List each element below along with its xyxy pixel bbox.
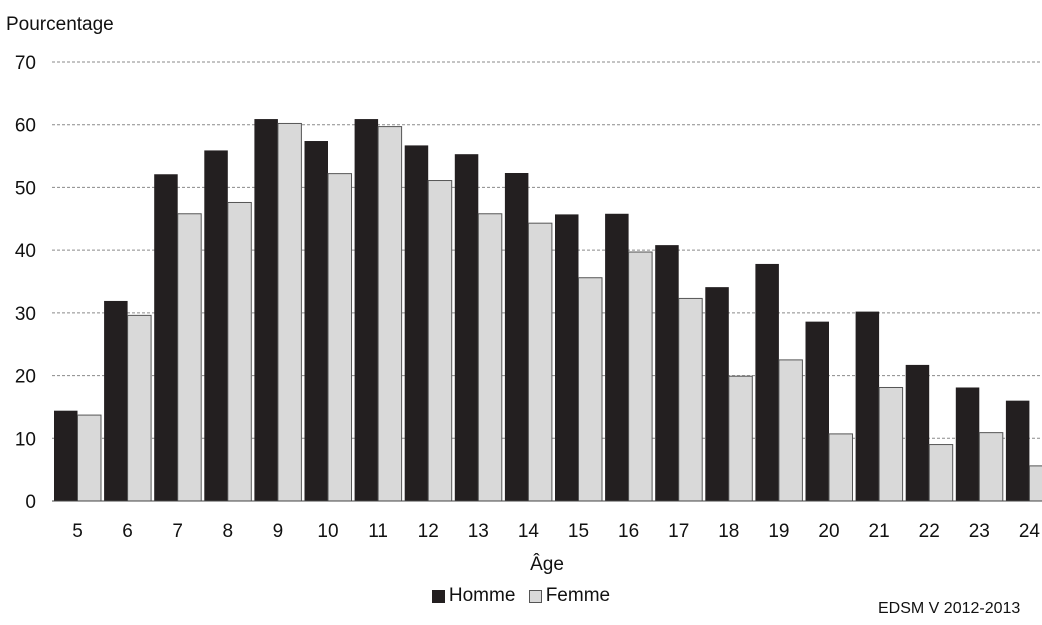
x-tick-label: 11 xyxy=(368,521,388,542)
bar-femme xyxy=(1028,465,1042,502)
bar-homme xyxy=(805,321,829,501)
y-tick-label: 30 xyxy=(15,304,36,325)
x-tick-label: 20 xyxy=(818,521,839,542)
bar-homme xyxy=(204,150,228,502)
bar-homme xyxy=(54,410,78,501)
y-tick-label: 50 xyxy=(15,178,36,199)
bar-femme xyxy=(578,277,603,502)
bar-homme xyxy=(454,154,479,501)
legend-item-homme: Homme xyxy=(431,585,516,607)
x-tick-label: 6 xyxy=(122,521,133,542)
bar-homme xyxy=(404,145,429,501)
y-tick-label: 40 xyxy=(15,241,36,262)
bar-femme xyxy=(778,359,803,502)
x-tick-label: 13 xyxy=(468,521,489,542)
bar-homme xyxy=(354,119,379,501)
x-tick-label: 24 xyxy=(1019,521,1041,542)
bar-femme xyxy=(928,444,954,502)
source-note: EDSM V 2012-2013 xyxy=(878,600,1021,617)
y-tick-label: 20 xyxy=(15,367,36,388)
x-tick-label: 17 xyxy=(668,521,689,542)
bar-homme xyxy=(154,174,178,501)
x-tick-label: 10 xyxy=(317,521,338,542)
bar-femme xyxy=(327,173,352,502)
x-tick-label: 22 xyxy=(919,521,940,542)
x-tick-label: 23 xyxy=(969,521,990,542)
x-tick-label: 14 xyxy=(518,521,540,542)
legend: Homme Femme xyxy=(0,585,1042,609)
x-axis-label: Âge xyxy=(530,553,564,575)
bars xyxy=(54,119,1042,502)
bar-homme xyxy=(605,213,629,502)
bar-homme xyxy=(254,119,278,501)
bar-femme xyxy=(978,432,1004,502)
x-tick-label: 19 xyxy=(768,521,789,542)
bar-homme xyxy=(1005,400,1030,501)
y-tick-label: 60 xyxy=(15,116,36,137)
y-tick-label: 70 xyxy=(15,53,36,74)
bar-homme xyxy=(555,214,579,501)
bar-homme xyxy=(705,287,729,501)
y-tick-label: 0 xyxy=(25,492,36,513)
bar-femme xyxy=(728,375,753,502)
bar-femme xyxy=(277,122,302,502)
x-tick-label: 15 xyxy=(568,521,589,542)
legend-label-femme: Femme xyxy=(545,585,611,606)
bar-femme xyxy=(527,222,553,502)
legend-item-femme: Femme xyxy=(528,585,611,607)
legend-swatch-homme xyxy=(431,589,445,603)
x-axis-ticks: 5 6 7 8 9 10 11 12 13 14 15 16 17 18 19 20 21 22 23 24 xyxy=(72,521,1040,542)
y-tick-label: 10 xyxy=(15,429,36,450)
bar-homme xyxy=(655,245,679,501)
x-tick-label: 5 xyxy=(72,521,83,542)
bar-homme xyxy=(755,263,779,501)
bar-femme xyxy=(127,314,152,502)
bar-femme xyxy=(678,297,703,502)
x-tick-label: 9 xyxy=(273,521,284,542)
bar-homme xyxy=(905,364,930,501)
bar-homme xyxy=(304,141,328,501)
legend-swatch-femme xyxy=(528,589,542,603)
bar-femme xyxy=(77,414,102,502)
x-tick-label: 12 xyxy=(418,521,439,542)
bar-femme xyxy=(878,386,904,502)
bar-femme xyxy=(477,213,503,502)
bar-femme xyxy=(628,251,653,502)
bar-homme xyxy=(955,387,980,501)
bar-femme xyxy=(177,213,202,502)
x-tick-label: 21 xyxy=(869,521,890,542)
bar-femme xyxy=(227,201,252,502)
bar-femme xyxy=(427,180,453,502)
x-tick-label: 18 xyxy=(718,521,739,542)
x-tick-label: 16 xyxy=(618,521,639,542)
y-axis-label: Pourcentage xyxy=(6,14,114,35)
bar-femme xyxy=(828,433,853,502)
legend-label-homme: Homme xyxy=(448,585,516,606)
x-tick-label: 8 xyxy=(223,521,234,542)
y-axis-ticks: 0 10 20 30 40 50 60 70 xyxy=(15,53,36,513)
x-tick-label: 7 xyxy=(172,521,183,542)
bar-homme xyxy=(104,300,128,501)
bar-femme xyxy=(377,126,403,502)
bar-homme xyxy=(504,173,529,502)
bar-homme xyxy=(855,311,880,501)
